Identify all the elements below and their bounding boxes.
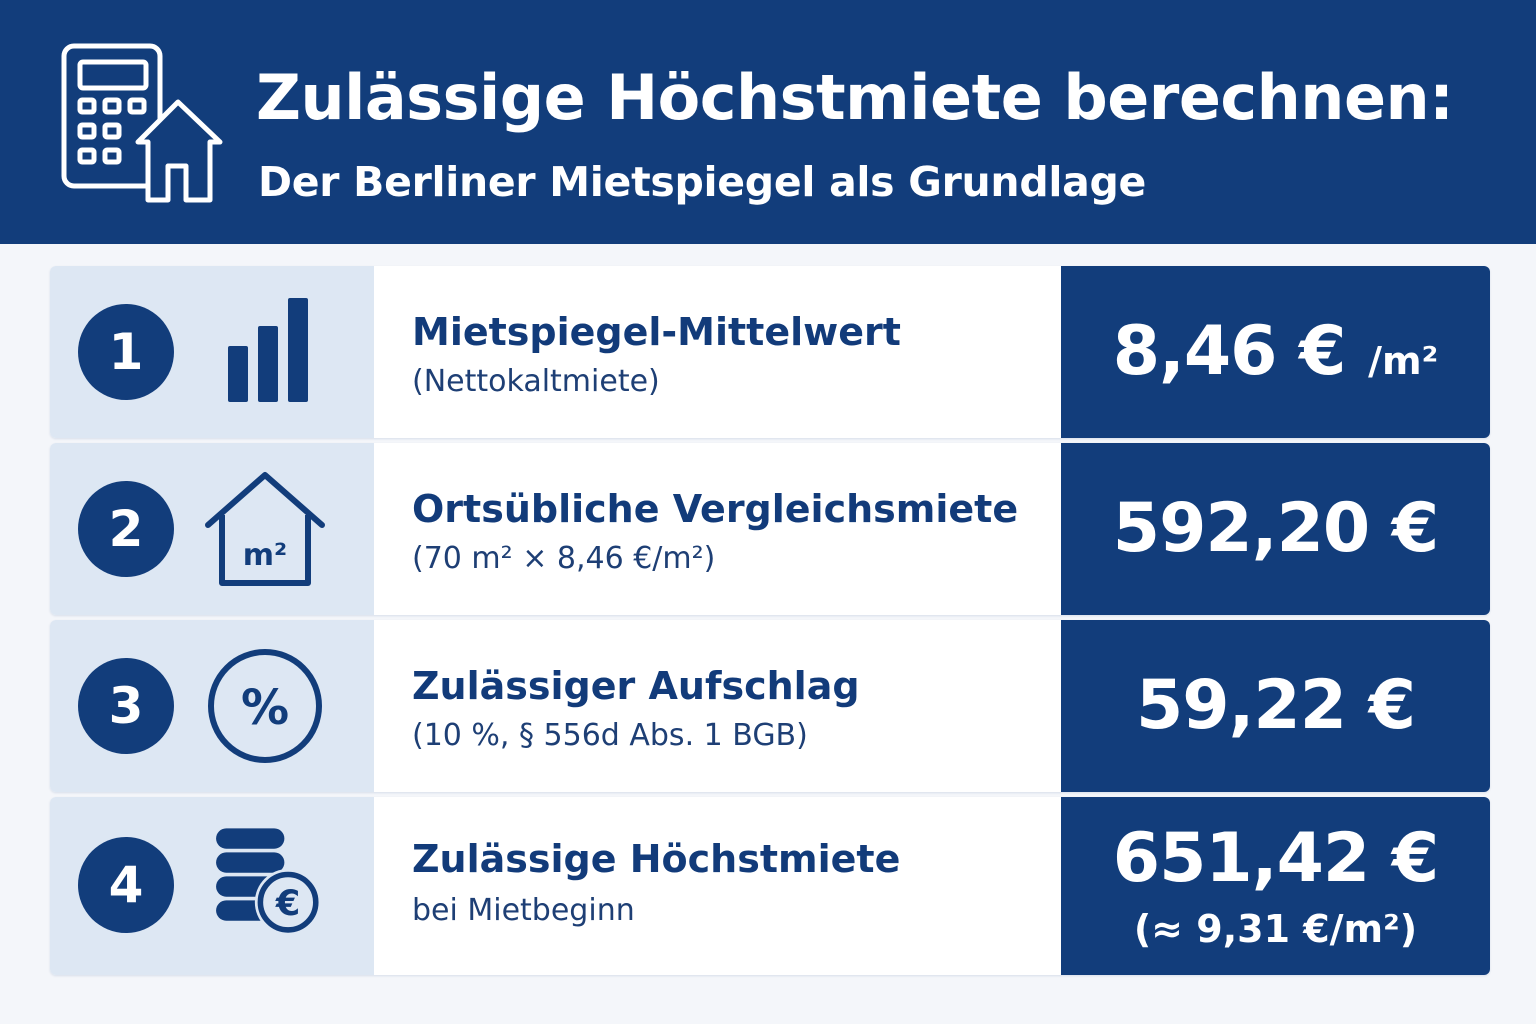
percent-icon-text: % (241, 680, 289, 736)
step-label: Zulässiger Aufschlag (412, 664, 860, 708)
euro-icon-text: € (275, 883, 300, 924)
step-value: 651,42 € (1112, 819, 1439, 898)
step-number-badge: 1 (78, 304, 174, 400)
step-value: 8,46 € /m² (1061, 312, 1490, 391)
value-amount: 8,46 € (1112, 312, 1347, 391)
step-row-2: 2 m² Ortsübliche Vergleichsmiete (70 m² … (50, 443, 1490, 615)
step-left-panel: 4 € (50, 797, 374, 975)
house-icon-text: m² (243, 538, 287, 573)
header-banner: Zulässige Höchstmiete berechnen: Der Ber… (0, 0, 1536, 244)
step-value-panel: 59,22 € (1061, 620, 1490, 792)
step-sublabel: bei Mietbeginn (412, 893, 635, 928)
step-value-secondary: (≈ 9,31 €/m²) (1133, 907, 1418, 951)
step-value-panel: 8,46 € /m² (1061, 266, 1490, 438)
step-left-panel: 3 % (50, 620, 374, 792)
step-row-1: 1 Mietspiegel-Mittelwert (Nettokaltmiete… (50, 266, 1490, 438)
coins-euro-icon: € (216, 828, 322, 936)
step-label: Mietspiegel-Mittelwert (412, 310, 901, 354)
page-title: Zulässige Höchstmiete berechnen: (256, 61, 1454, 134)
step-number-badge: 4 (78, 837, 174, 933)
step-value-panel: 592,20 € (1061, 443, 1490, 615)
step-sublabel: (70 m² × 8,46 €/m²) (412, 541, 716, 576)
house-m2-icon: m² (205, 472, 325, 586)
step-number-badge: 3 (78, 658, 174, 754)
step-left-panel: 1 (50, 266, 374, 438)
percent-icon: % (208, 649, 322, 763)
value-unit: /m² (1368, 339, 1439, 383)
step-label: Zulässige Höchstmiete (412, 837, 901, 881)
page-subtitle: Der Berliner Mietspiegel als Grundlage (258, 158, 1147, 206)
calculator-house-icon (61, 43, 223, 203)
step-value-panel: 651,42 € (≈ 9,31 €/m²) (1061, 797, 1490, 975)
step-row-3: 3 % Zulässiger Aufschlag (10 %, § 556d A… (50, 620, 1490, 792)
step-value: 59,22 € (1135, 666, 1416, 745)
step-number-badge: 2 (78, 481, 174, 577)
step-sublabel: (Nettokaltmiete) (412, 364, 660, 399)
step-left-panel: 2 m² (50, 443, 374, 615)
step-sublabel: (10 %, § 556d Abs. 1 BGB) (412, 718, 808, 753)
bar-chart-icon (228, 298, 308, 402)
step-row-4: 4 € Zulässige Höchstmiete bei Mietbeginn… (50, 797, 1490, 975)
step-label: Ortsübliche Vergleichsmiete (412, 487, 1019, 531)
step-value: 592,20 € (1112, 489, 1439, 568)
